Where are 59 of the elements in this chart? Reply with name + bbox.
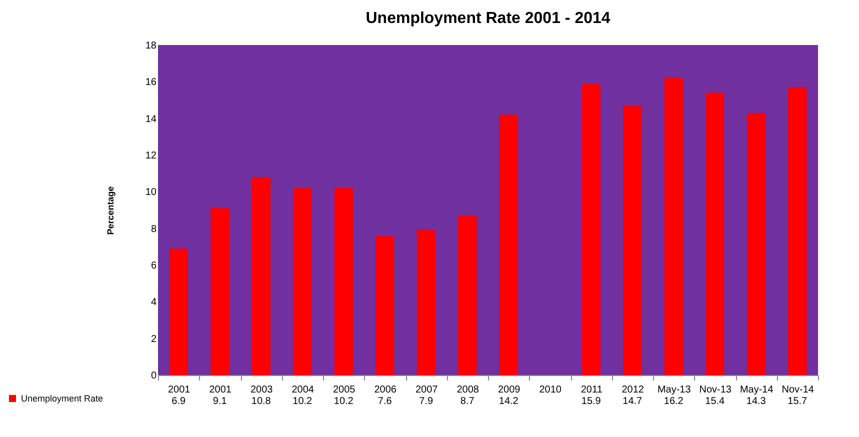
bar <box>210 208 230 375</box>
data-label: 10.2 <box>334 396 354 407</box>
x-tick-label: 2009 <box>498 384 521 396</box>
bar <box>169 248 188 375</box>
bar <box>706 92 724 375</box>
x-tick-label: 2001 <box>209 384 232 396</box>
x-tick-label: Nov-14 <box>782 384 814 396</box>
data-label: 7.6 <box>378 396 392 407</box>
y-tick-label: 12 <box>145 150 157 162</box>
chart-title: Unemployment Rate 2001 - 2014 <box>366 10 610 27</box>
data-label: 14.2 <box>498 396 519 407</box>
legend-label: Unemployment Rate <box>21 394 104 404</box>
data-label: 6.9 <box>172 396 186 407</box>
x-tick-label: 2011 <box>580 384 603 396</box>
data-label: 10.8 <box>251 396 272 407</box>
bar <box>416 230 436 375</box>
bar <box>334 188 353 375</box>
bar <box>582 84 600 375</box>
bar <box>252 177 270 375</box>
y-tick-label: 2 <box>150 334 157 345</box>
x-tick-label: 2001 <box>168 384 191 396</box>
x-tick-label: 2008 <box>456 384 480 396</box>
data-label: 10.2 <box>292 396 313 407</box>
data-label: 16.2 <box>664 396 684 407</box>
y-tick-label: 14 <box>145 114 157 125</box>
bar <box>293 188 312 375</box>
bar <box>376 236 394 375</box>
bar <box>664 78 683 375</box>
data-label: 9.1 <box>212 396 228 407</box>
data-label: 8.7 <box>460 396 475 407</box>
x-tick-label: 2003 <box>250 384 274 396</box>
x-tick-label: 2012 <box>622 384 644 396</box>
bar <box>458 216 477 375</box>
y-tick-label: 18 <box>145 40 157 52</box>
y-tick-label: 4 <box>150 297 157 308</box>
y-tick-label: 6 <box>150 260 157 272</box>
x-tick-label: May-14 <box>740 384 774 396</box>
y-tick-label: 8 <box>150 224 157 235</box>
data-label: 15.4 <box>705 396 726 407</box>
data-label: 7.9 <box>419 396 434 407</box>
data-label: 15.9 <box>581 396 602 407</box>
bar <box>746 112 766 375</box>
y-tick-label: 10 <box>145 187 157 198</box>
bar <box>499 114 518 375</box>
y-axis-title: Percentage <box>105 186 116 235</box>
bar <box>788 87 807 375</box>
y-tick-label: 0 <box>150 370 157 382</box>
data-label: 15.7 <box>788 396 808 407</box>
x-tick-label: 2010 <box>539 384 562 396</box>
y-tick-label: 16 <box>145 77 157 88</box>
x-tick-label: Nov-13 <box>699 384 732 396</box>
x-tick-label: 2007 <box>416 384 438 396</box>
x-tick-label: May-13 <box>657 384 692 396</box>
data-label: 14.7 <box>622 396 643 407</box>
x-tick-label: 2006 <box>374 384 397 396</box>
data-label: 14.3 <box>746 396 766 407</box>
bar <box>623 106 642 375</box>
x-tick-label: 2004 <box>292 384 314 396</box>
x-tick-label: 2005 <box>333 384 356 396</box>
